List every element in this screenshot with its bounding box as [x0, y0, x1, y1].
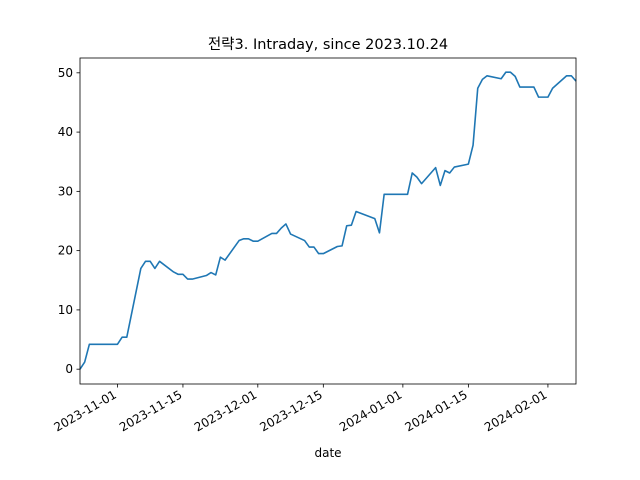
x-tick-label: 2024-02-01 [482, 387, 549, 434]
y-tick-label: 10 [58, 303, 73, 317]
x-axis-label: date [314, 446, 341, 460]
x-tick-label: 2023-11-01 [52, 387, 119, 434]
y-tick-label: 40 [58, 125, 73, 139]
x-tick-label: 2024-01-01 [337, 387, 404, 434]
x-tick-label: 2023-12-15 [257, 387, 324, 434]
series-line [79, 71, 577, 370]
y-tick-label: 30 [58, 184, 73, 198]
x-tick-label: 2023-12-01 [192, 387, 259, 434]
x-tick-label: 2024-01-15 [402, 387, 469, 434]
plot-frame [79, 57, 577, 385]
x-tick-label: 2023-11-15 [117, 387, 184, 434]
y-tick-label: 50 [58, 66, 73, 80]
chart-title: 전략3. Intraday, since 2023.10.24 [208, 36, 448, 53]
y-tick-label: 20 [58, 244, 73, 258]
y-tick-label: 0 [65, 362, 73, 376]
